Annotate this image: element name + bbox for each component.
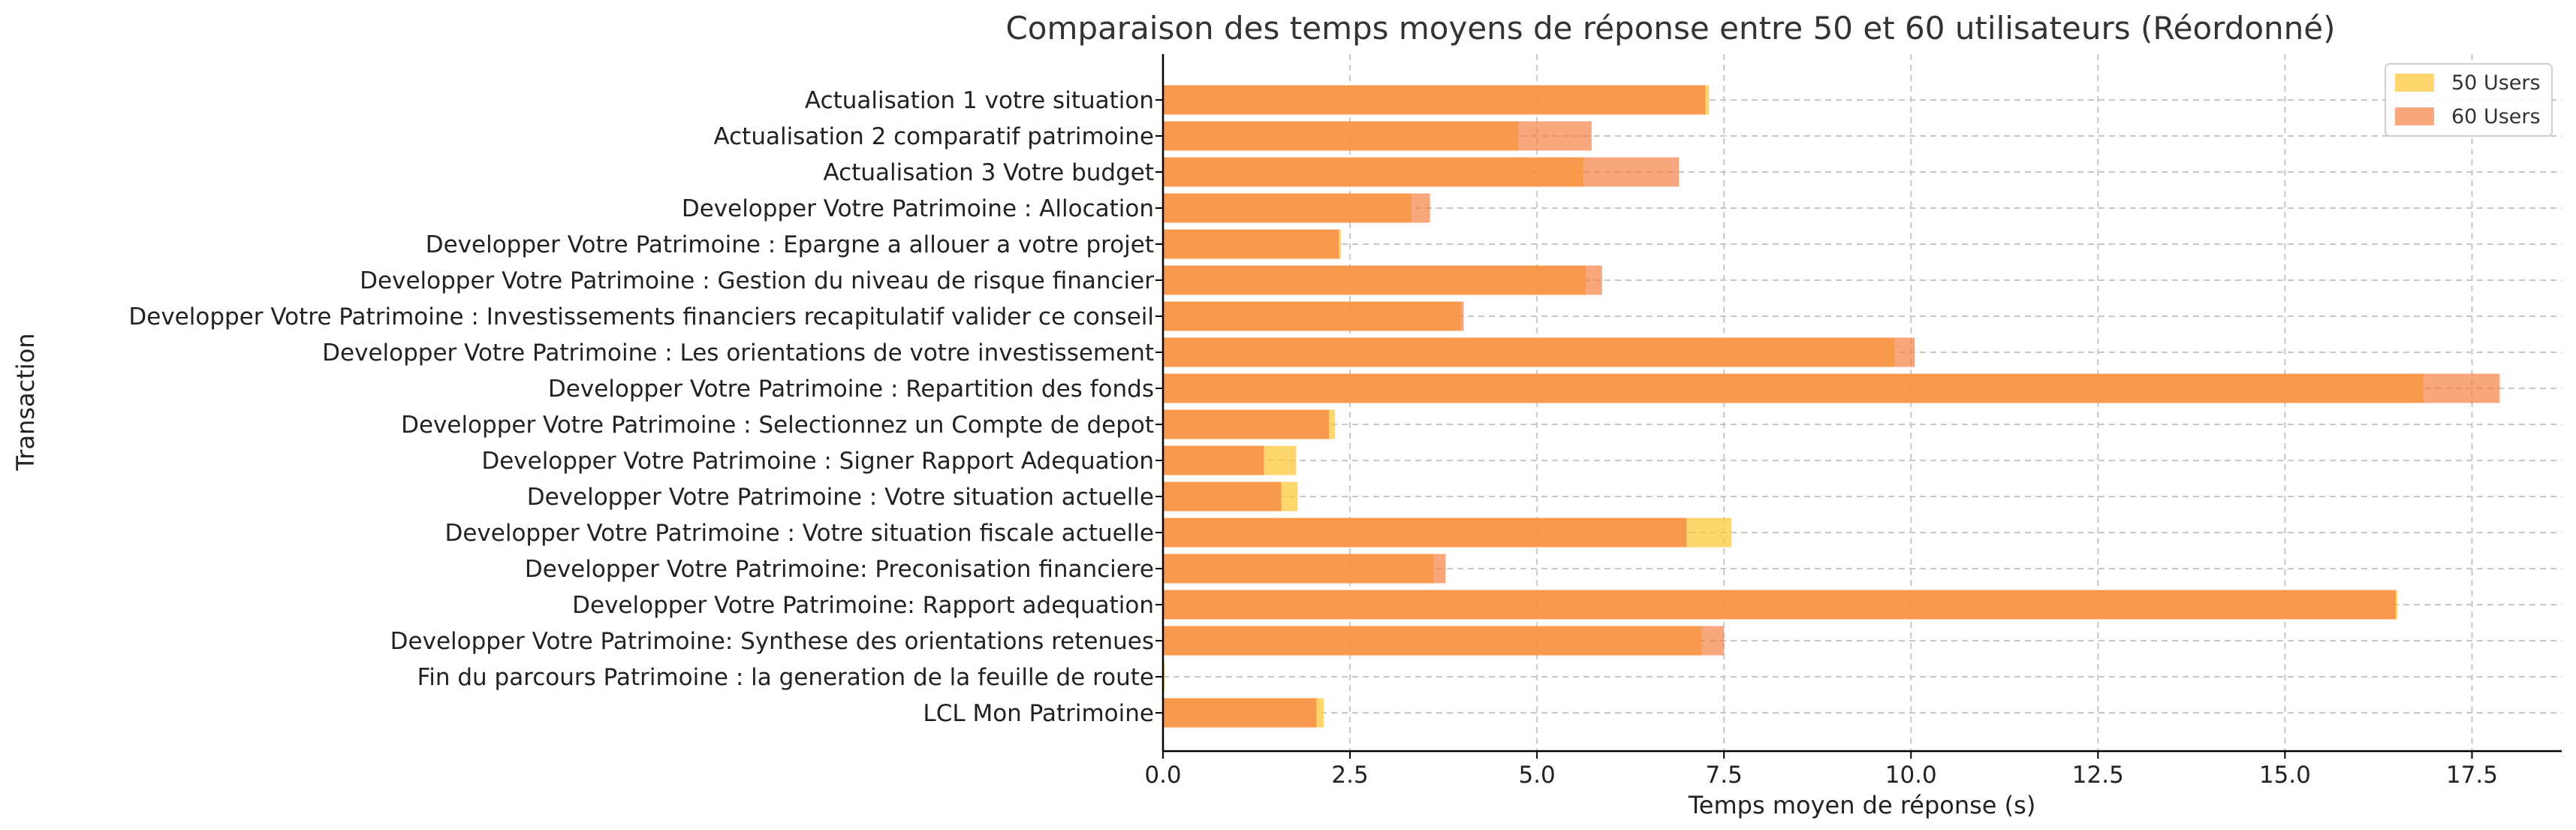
x-tick-label: 15.0: [2259, 762, 2311, 789]
y-axis-label: Transaction: [11, 333, 40, 471]
bar-60-users: [1163, 157, 1680, 187]
x-axis-label: Temps moyen de réponse (s): [1688, 791, 2036, 819]
legend-swatch-50-users: [2395, 74, 2434, 92]
y-tick-label: Actualisation 3 Votre budget: [823, 159, 1154, 186]
legend-label-60-users: 60 Users: [2451, 105, 2541, 128]
bar-60-users: [1163, 626, 1725, 656]
y-tick-label: Developper Votre Patrimoine : Investisse…: [128, 303, 1154, 330]
y-tick-label: Developper Votre Patrimoine : Allocation: [682, 195, 1154, 222]
y-tick-label: Fin du parcours Patrimoine : la generati…: [417, 664, 1154, 691]
y-tick-label: Developper Votre Patrimoine : Votre situ…: [527, 484, 1154, 511]
y-tick-label: Developper Votre Patrimoine : Gestion du…: [360, 267, 1154, 294]
legend-swatch-60-users: [2395, 107, 2434, 125]
y-tick-label: Developper Votre Patrimoine : Signer Rap…: [481, 448, 1154, 475]
bar-60-users: [1163, 337, 1915, 367]
bar-60-users: [1163, 193, 1430, 223]
y-tick-label: Developper Votre Patrimoine : Les orient…: [322, 340, 1154, 367]
y-tick-label: Developper Votre Patrimoine: Synthese de…: [390, 628, 1154, 655]
x-axis-ticks: 0.0 2.5 5.0 7.5 10.0 12.5 15.0 17.5: [1144, 751, 2498, 789]
bar-60-users: [1163, 85, 1706, 115]
bar-60-users: [1163, 590, 2396, 620]
bar-60-users: [1163, 481, 1282, 512]
bar-60-users: [1163, 373, 2500, 403]
x-tick-label: 7.5: [1706, 762, 1743, 789]
y-tick-label: Developper Votre Patrimoine : Selectionn…: [401, 412, 1154, 439]
legend: 50 Users 60 Users: [2385, 63, 2553, 137]
x-tick-label: 17.5: [2446, 762, 2498, 789]
y-tick-label: LCL Mon Patrimoine: [923, 700, 1154, 727]
bar-60-users: [1163, 301, 1464, 331]
y-tick-label: Developper Votre Patrimoine : Repartitio…: [548, 376, 1154, 403]
legend-label-50-users: 50 Users: [2451, 71, 2541, 95]
chart-title: Comparaison des temps moyens de réponse …: [1005, 10, 2335, 47]
y-tick-label: Developper Votre Patrimoine: Rapport ade…: [572, 592, 1154, 619]
x-tick-label: 5.0: [1518, 762, 1555, 789]
bar-60-users: [1163, 698, 1317, 728]
bar-60-users: [1163, 121, 1592, 151]
y-tick-label: Developper Votre Patrimoine : Epargne a …: [426, 231, 1154, 258]
bar-60-users: [1163, 518, 1687, 548]
x-tick-label: 10.0: [1885, 762, 1937, 789]
bar-60-users: [1163, 554, 1446, 584]
y-axis-ticks: Actualisation 1 votre situation Actualisa…: [128, 87, 1163, 727]
y-tick-label: Actualisation 2 comparatif patrimoine: [713, 123, 1154, 150]
bar-60-users: [1163, 265, 1602, 295]
bars: [1163, 85, 2500, 728]
bar-60-users: [1163, 445, 1264, 475]
y-tick-label: Developper Votre Patrimoine : Votre situ…: [444, 520, 1154, 547]
y-tick-label: Actualisation 1 votre situation: [805, 87, 1154, 114]
x-tick-label: 2.5: [1331, 762, 1368, 789]
x-tick-label: 12.5: [2072, 762, 2124, 789]
y-tick-label: Developper Votre Patrimoine: Preconisati…: [525, 556, 1154, 583]
x-tick-label: 0.0: [1144, 762, 1181, 789]
bar-60-users: [1163, 229, 1339, 259]
bar-60-users: [1163, 409, 1330, 439]
